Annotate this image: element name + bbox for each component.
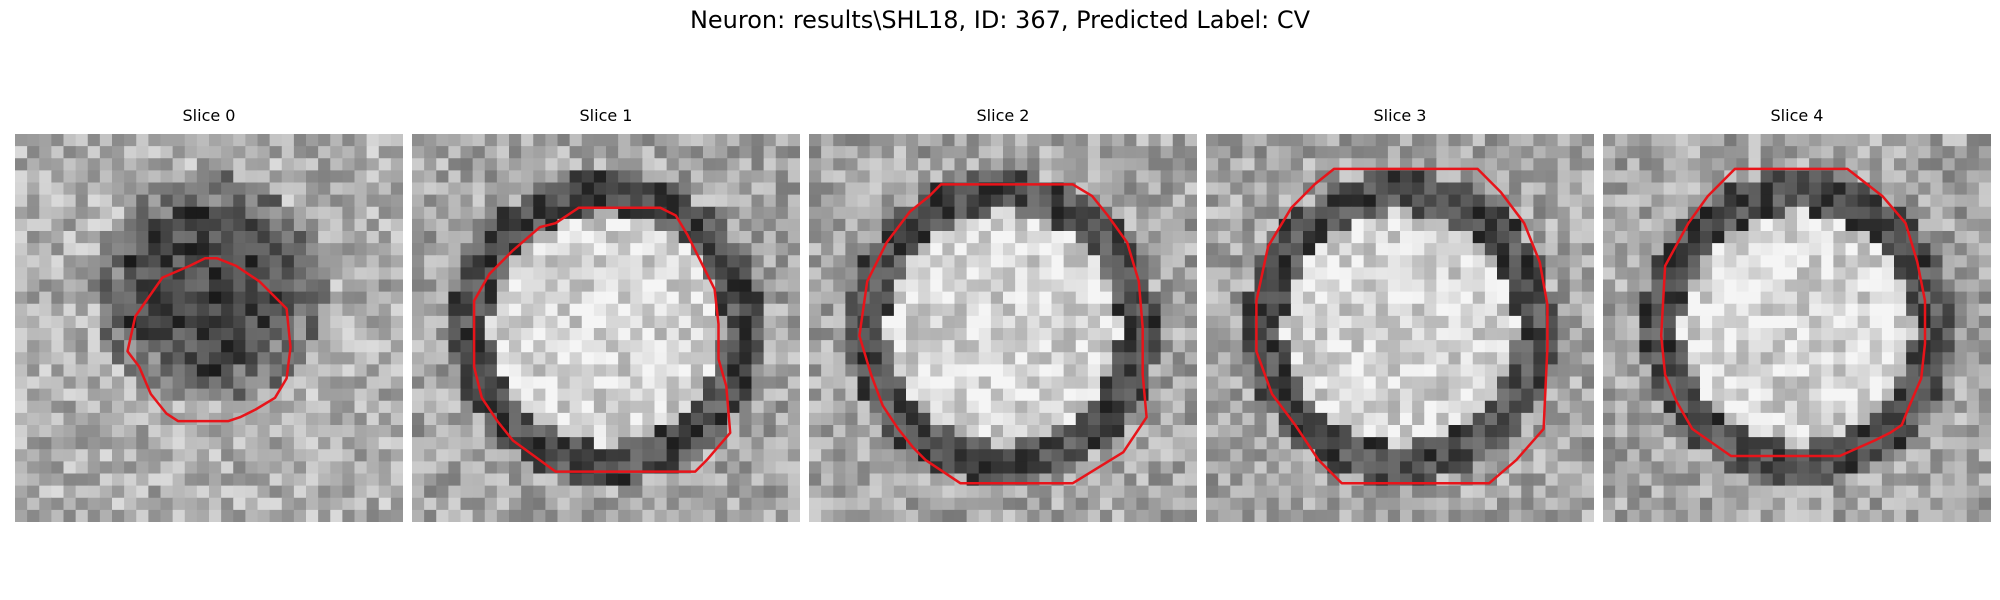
slice-title-2: Slice 2 <box>976 106 1030 125</box>
slice-image-0 <box>15 134 403 522</box>
segmentation-contour <box>126 256 292 423</box>
slice-title-1: Slice 1 <box>579 106 633 125</box>
slice-title-0: Slice 0 <box>182 106 236 125</box>
slice-panel-1: Slice 1 <box>412 106 800 522</box>
figure-title: Neuron: results\SHL18, ID: 367, Predicte… <box>689 6 1311 34</box>
slice-image-2 <box>809 134 1197 522</box>
slice-panel-4: Slice 4 <box>1603 106 1991 522</box>
slice-panel-3: Slice 3 <box>1206 106 1594 522</box>
slice-panel-2: Slice 2 <box>809 106 1197 522</box>
segmentation-contour <box>472 206 732 473</box>
slice-title-4: Slice 4 <box>1770 106 1824 125</box>
slice-panel-0: Slice 0 <box>15 106 403 522</box>
slice-title-3: Slice 3 <box>1373 106 1427 125</box>
segmentation-contour <box>858 183 1148 485</box>
segmentation-contour <box>1255 167 1549 485</box>
slice-image-4 <box>1603 134 1991 522</box>
slice-image-3 <box>1206 134 1594 522</box>
slice-image-1 <box>412 134 800 522</box>
segmentation-contour <box>1659 167 1927 458</box>
